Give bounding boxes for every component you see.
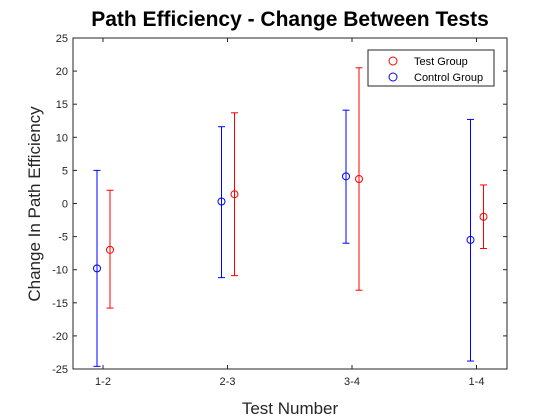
legend-marker (388, 72, 398, 82)
y-tick-label: 0 (62, 199, 68, 211)
axis-ticks: -25 -20 -15 -10 -5 0 5 10 15 20 25 1-2 2-3 3-4 1-4 (52, 33, 507, 388)
y-tick-label: 5 (62, 165, 68, 177)
plot-area (72, 37, 508, 370)
y-tick-label: -5 (58, 232, 68, 244)
y-tick-label: -20 (52, 331, 68, 343)
chart-title: Path Efficiency - Change Between Tests (91, 8, 489, 31)
y-tick-label: 25 (56, 33, 68, 45)
legend: Test Group Control Group (367, 49, 495, 87)
control-group-point (466, 235, 475, 244)
test-group-point (355, 175, 363, 184)
x-tick-label: 1-4 (469, 376, 485, 388)
x-tick-label: 1-2 (95, 376, 111, 388)
legend-label: Test Group (414, 56, 468, 68)
y-tick-label: 20 (56, 66, 68, 78)
x-axis-label: Test Number (242, 399, 339, 418)
legend-box (367, 49, 495, 87)
y-tick-label: -25 (52, 364, 68, 376)
control-group-point (342, 172, 350, 181)
y-tick-label: -15 (52, 298, 68, 310)
y-tick-label: 10 (56, 132, 68, 144)
control-group-point (93, 264, 101, 273)
control-group-point (217, 197, 226, 206)
x-tick-label: 2-3 (220, 376, 236, 388)
x-tick-label: 3-4 (344, 376, 360, 388)
y-axis-label: Change In Path Efficiency (25, 106, 44, 302)
test-group-point (230, 190, 239, 199)
test-group-point (479, 212, 488, 221)
legend-marker (388, 56, 398, 66)
test-group-point (106, 245, 114, 254)
data-marks (93, 67, 488, 367)
legend-label: Control Group (414, 72, 483, 84)
y-tick-label: 15 (56, 99, 68, 111)
y-tick-label: -10 (52, 265, 68, 277)
